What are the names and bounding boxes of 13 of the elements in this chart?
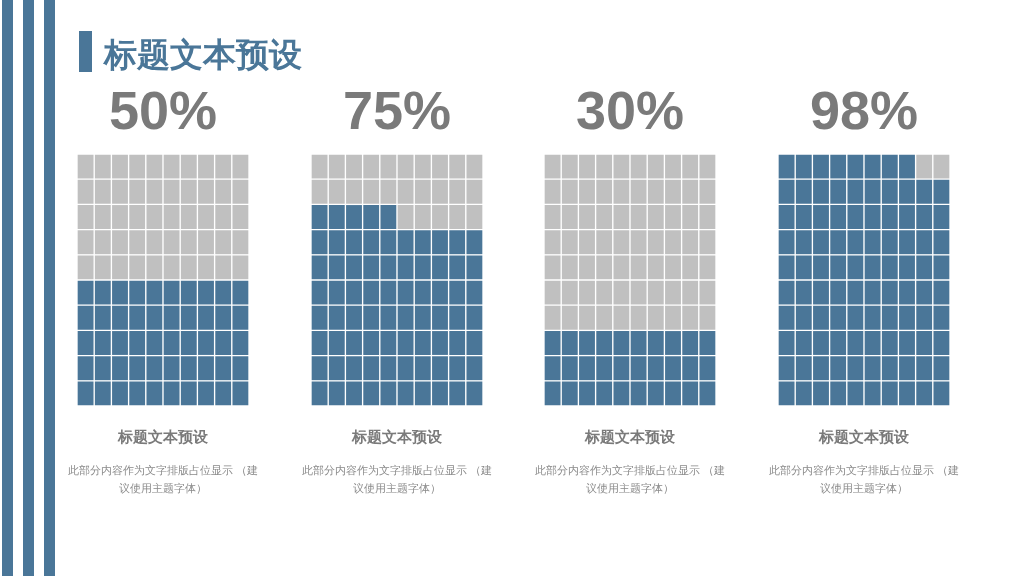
category-label: 标题文本预设	[817, 427, 910, 447]
text: 此部分内容作为文字排版占位显示 （建议使用主题字体）	[533, 463, 727, 496]
data-label: 50%	[107, 80, 219, 140]
text: 此部分内容作为文字排版占位显示 （建议使用主题字体）	[300, 463, 494, 496]
category-label: 标题文本预设	[116, 427, 209, 447]
text: 此部分内容作为文字排版占位显示 （建议使用主题字体）	[767, 463, 961, 496]
text: 标题文本预设	[104, 35, 302, 75]
category-label: 标题文本预设	[583, 427, 676, 447]
category-label: 标题文本预设	[350, 427, 443, 447]
data-label: 98%	[808, 80, 920, 140]
data-label: 30%	[574, 80, 686, 140]
text: 此部分内容作为文字排版占位显示 （建议使用主题字体）	[66, 463, 260, 496]
data-label: 75%	[341, 80, 453, 140]
